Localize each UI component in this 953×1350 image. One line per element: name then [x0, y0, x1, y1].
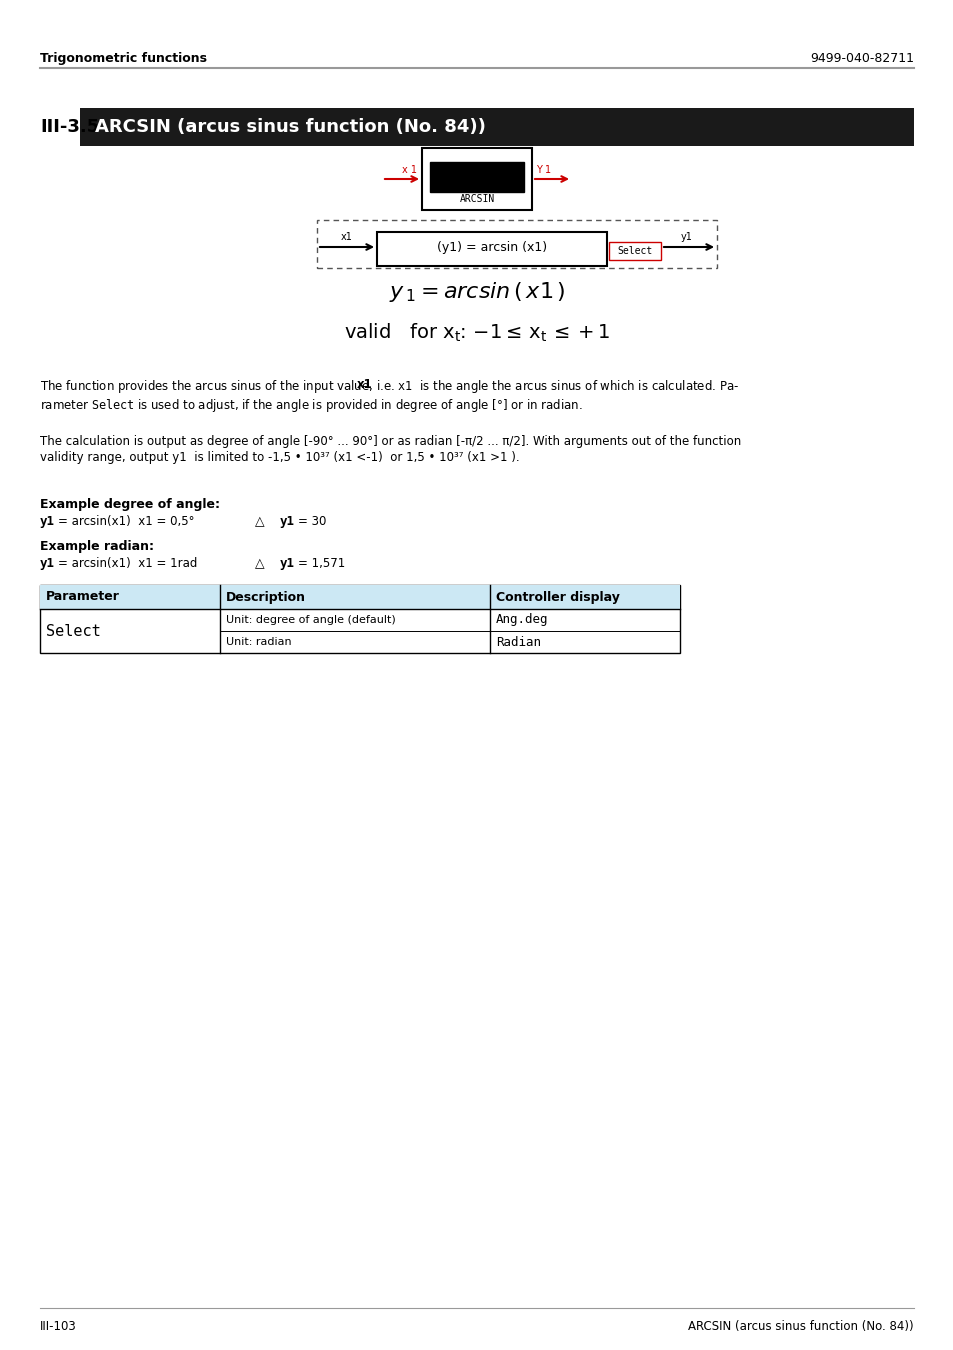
Text: = arcsin(x1)  x1 = 0,5°: = arcsin(x1) x1 = 0,5° [58, 514, 194, 528]
Text: Description: Description [226, 590, 306, 603]
Text: △: △ [254, 558, 264, 570]
Text: = 30: = 30 [297, 514, 326, 528]
Bar [421, 148, 532, 211]
Text: ARCSIN (arcus sinus function (No. 84)): ARCSIN (arcus sinus function (No. 84)) [688, 1320, 913, 1332]
Text: x 1: x 1 [402, 165, 417, 176]
Text: validity range, output y1  is limited to -1,5 • 10³⁷ (x1 <-1)  or 1,5 • 10³⁷ (x1: validity range, output y1 is limited to … [40, 451, 519, 464]
Text: (y1) = arcsin (x1): (y1) = arcsin (x1) [436, 240, 546, 254]
Text: y1: y1 [40, 514, 55, 528]
Text: ARCSIN (arcus sinus function (No. 84)): ARCSIN (arcus sinus function (No. 84)) [95, 117, 485, 136]
Text: = 1,571: = 1,571 [297, 558, 345, 570]
Text: 9499-040-82711: 9499-040-82711 [809, 53, 913, 65]
Bar [376, 232, 606, 266]
Text: = arcsin(x1)  x1 = 1rad: = arcsin(x1) x1 = 1rad [58, 558, 197, 570]
Text: Unit: degree of angle (default): Unit: degree of angle (default) [226, 616, 395, 625]
Text: Example radian:: Example radian: [40, 540, 153, 553]
Text: III-3.5: III-3.5 [40, 117, 99, 136]
Text: Radian: Radian [496, 636, 540, 648]
Text: x1: x1 [356, 378, 373, 392]
Text: Select: Select [46, 624, 101, 639]
Text: Ang.deg: Ang.deg [496, 613, 548, 626]
Bar [316, 220, 717, 269]
Text: Trigonometric functions: Trigonometric functions [40, 53, 207, 65]
Text: Y 1: Y 1 [536, 165, 551, 176]
Text: III-103: III-103 [40, 1320, 76, 1332]
Bar [40, 585, 679, 609]
Text: Parameter: Parameter [46, 590, 120, 603]
Text: △: △ [254, 514, 264, 528]
Text: y1: y1 [40, 558, 55, 570]
Text: Unit: radian: Unit: radian [226, 637, 292, 647]
Bar [40, 585, 679, 653]
Text: The function provides the arcus sinus of the input value, i.e. $\mathtt{x1}$  is: The function provides the arcus sinus of… [40, 378, 739, 414]
Text: x1: x1 [341, 232, 353, 242]
Bar [608, 242, 660, 261]
Bar [80, 108, 913, 146]
Text: Controller display: Controller display [496, 590, 619, 603]
Text: y1: y1 [280, 514, 294, 528]
Text: y1: y1 [680, 232, 692, 242]
Text: The calculation is output as degree of angle [-90° ... 90°] or as radian [-π/2 .: The calculation is output as degree of a… [40, 435, 740, 448]
Text: y1: y1 [280, 558, 294, 570]
Text: $y_{\,1} = arcsin\,\left(\,x\mathit{1}\,\right)$: $y_{\,1} = arcsin\,\left(\,x\mathit{1}\,… [388, 279, 565, 304]
Text: ARCSIN: ARCSIN [459, 194, 494, 204]
Text: Select: Select [617, 246, 652, 256]
Text: Example degree of angle:: Example degree of angle: [40, 498, 220, 512]
Text: valid   for x$_{\rm t}$: $-1 \leq\, $x$_{\rm t}\, \leq +1$: valid for x$_{\rm t}$: $-1 \leq\, $x$_{\… [344, 323, 609, 344]
Bar [430, 162, 523, 192]
